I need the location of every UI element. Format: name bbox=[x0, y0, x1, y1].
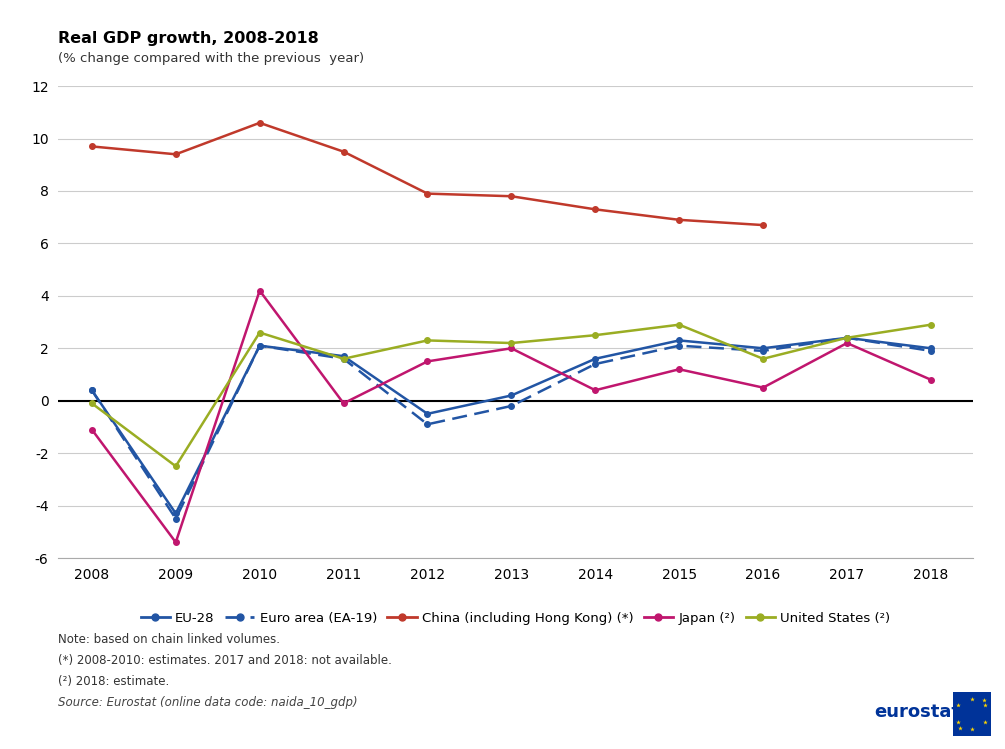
Text: Real GDP growth, 2008-2018: Real GDP growth, 2008-2018 bbox=[58, 31, 319, 46]
Text: (*) 2008-2010: estimates. 2017 and 2018: not available.: (*) 2008-2010: estimates. 2017 and 2018:… bbox=[58, 654, 392, 667]
Text: Note: based on chain linked volumes.: Note: based on chain linked volumes. bbox=[58, 633, 280, 646]
Text: eurostat: eurostat bbox=[874, 703, 961, 721]
Text: Source: Eurostat (online data code: naida_10_gdp): Source: Eurostat (online data code: naid… bbox=[58, 696, 358, 709]
Legend: EU-28, Euro area (EA-19), China (including Hong Kong) (*), Japan (²), United Sta: EU-28, Euro area (EA-19), China (includi… bbox=[141, 612, 890, 625]
Text: (²) 2018: estimate.: (²) 2018: estimate. bbox=[58, 675, 170, 688]
Text: (% change compared with the previous  year): (% change compared with the previous yea… bbox=[58, 52, 365, 65]
